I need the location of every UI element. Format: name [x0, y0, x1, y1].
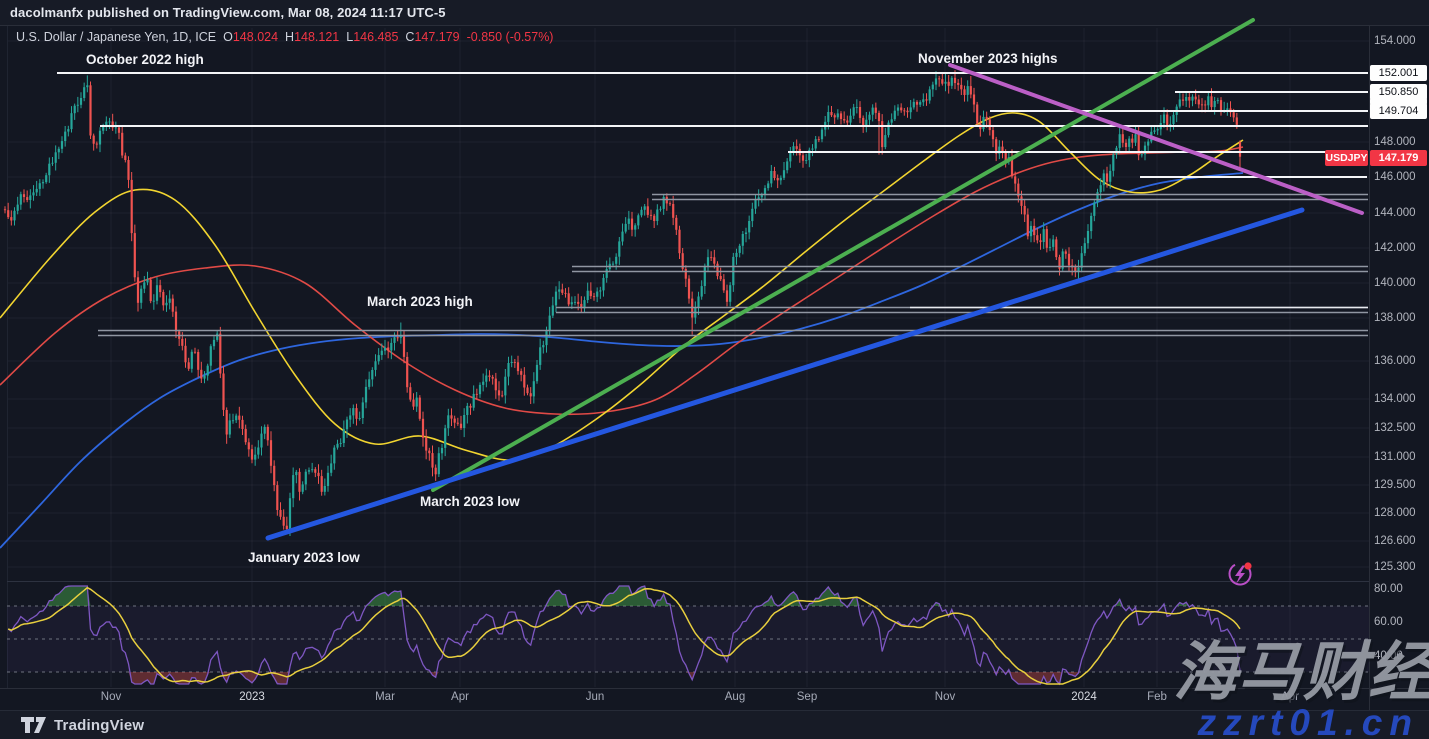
bottom-brand-bar: TradingView — [0, 710, 1429, 739]
price-line-badge: 150.850 — [1370, 84, 1427, 100]
annotation-label: January 2023 low — [248, 550, 360, 565]
symbol-header[interactable]: U.S. Dollar / Japanese Yen, 1D, ICE O148.… — [16, 30, 553, 44]
price-axis-label[interactable]: 146.000 — [1374, 171, 1416, 183]
price-axis-label[interactable]: 126.600 — [1374, 535, 1416, 547]
candlestick-series — [3, 70, 1242, 536]
trendlines — [265, 18, 1364, 541]
ascending-blue — [265, 207, 1305, 541]
price-axis-label[interactable]: 154.000 — [1374, 35, 1416, 47]
published-text: dacolmanfx published on TradingView.com,… — [10, 5, 446, 20]
price-axis-label[interactable]: 144.000 — [1374, 207, 1416, 219]
ascending-green — [431, 18, 1255, 492]
price-axis-label[interactable]: 125.300 — [1374, 561, 1416, 573]
time-axis-label[interactable]: Nov — [100, 691, 122, 703]
hidden-price-badge — [1370, 98, 1427, 105]
tradingview-brand[interactable]: TradingView — [20, 716, 144, 734]
price-axis-label[interactable]: 140.000 — [1374, 277, 1416, 289]
symbol-tag-badge: USDJPY — [1325, 150, 1368, 166]
ohlc-letter: C — [405, 30, 415, 44]
time-axis-label[interactable]: Mar — [375, 691, 395, 703]
rsi-axis-label[interactable]: 60.00 — [1374, 616, 1403, 628]
tradingview-logo-icon — [21, 717, 46, 733]
time-axis-label[interactable]: Sep — [796, 691, 818, 703]
descending-purple — [948, 63, 1364, 215]
rsi-pane — [7, 585, 1369, 686]
watermark-cn: 海马财经 — [1173, 636, 1429, 708]
ohlc-value: 148.121 — [294, 30, 340, 44]
time-axis-label[interactable]: 2023 — [239, 691, 265, 703]
annotation-label: March 2023 high — [367, 294, 473, 309]
ohlc-value: 146.485 — [353, 30, 399, 44]
published-bar: dacolmanfx published on TradingView.com,… — [0, 0, 1429, 26]
time-axis-label[interactable]: Feb — [1147, 691, 1167, 703]
time-axis-label[interactable]: Aug — [724, 691, 746, 703]
ohlc-values: O148.024 H148.121 L146.485 C147.179 — [216, 30, 460, 44]
price-axis-label[interactable]: 142.000 — [1374, 242, 1416, 254]
pane-borders — [0, 26, 1429, 710]
price-axis-label[interactable]: 128.000 — [1374, 507, 1416, 519]
price-axis-label[interactable]: 129.500 — [1374, 479, 1416, 491]
price-levels — [57, 72, 1368, 337]
time-axis-label[interactable]: Apr — [451, 691, 469, 703]
time-axis-label[interactable]: 2024 — [1071, 691, 1097, 703]
last-price-badge: 147.179 — [1370, 150, 1427, 166]
rsi-ma-line — [7, 586, 1241, 685]
annotation-label: March 2023 low — [420, 494, 520, 509]
price-line-badge: 149.704 — [1370, 103, 1427, 119]
price-axis-label[interactable]: 134.000 — [1374, 393, 1416, 405]
annotation-label: November 2023 highs — [918, 51, 1058, 66]
watermark-site: zzrt01.cn — [1197, 702, 1419, 739]
price-axis-label[interactable]: 148.000 — [1374, 136, 1416, 148]
ma-blue-200 — [0, 172, 1244, 549]
price-axis-label[interactable]: 131.000 — [1374, 451, 1416, 463]
time-axis-label[interactable]: Nov — [934, 691, 956, 703]
change-value: -0.850 (-0.57%) — [466, 30, 554, 44]
price-axis-label[interactable]: 136.000 — [1374, 355, 1416, 367]
ohlc-letter: O — [223, 30, 233, 44]
rsi-line — [7, 585, 1241, 686]
brand-text: TradingView — [54, 716, 145, 734]
time-axis-label[interactable]: Apr — [1281, 691, 1299, 703]
price-line-badge: 152.001 — [1370, 65, 1427, 81]
ohlc-value: 147.179 — [414, 30, 460, 44]
grid — [7, 28, 1369, 687]
ma-yellow-50 — [0, 112, 1244, 461]
ohlc-letter: L — [346, 30, 354, 44]
rsi-axis-label[interactable]: 40.00 — [1374, 650, 1403, 662]
rsi-axis-label[interactable]: 80.00 — [1374, 583, 1403, 595]
price-axis-label[interactable]: 132.500 — [1374, 422, 1416, 434]
time-axis-label[interactable]: Jun — [585, 691, 605, 703]
ma-red-100 — [0, 146, 1244, 416]
ohlc-letter: H — [285, 30, 295, 44]
price-axis-label[interactable]: 138.000 — [1374, 312, 1416, 324]
annotation-label: October 2022 high — [86, 52, 204, 67]
spark-icon[interactable] — [1225, 559, 1254, 588]
ohlc-value: 148.024 — [232, 30, 279, 44]
moving-averages — [0, 112, 1244, 549]
symbol-title: U.S. Dollar / Japanese Yen, 1D, ICE — [16, 30, 217, 44]
